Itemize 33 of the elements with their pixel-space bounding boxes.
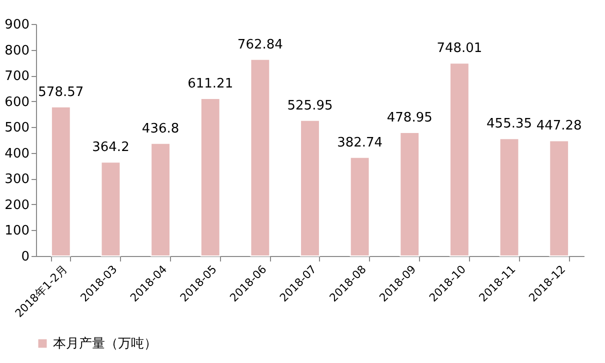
legend-label: 本月产量（万吨） [53,336,157,352]
y-tick-label: 200 [4,198,30,213]
y-tick-label: 500 [4,120,30,136]
bar [350,156,370,256]
data-label: 478.95 [386,110,432,126]
bar [100,162,121,256]
y-tick-label: 100 [4,224,30,239]
data-label: 525.95 [287,98,333,114]
bar [499,138,520,256]
data-label: 748.01 [436,41,482,56]
bar [150,142,171,256]
y-tick-label: 900 [4,18,30,32]
data-label: 455.35 [486,116,532,132]
bar [300,120,320,256]
y-tick-label: 600 [4,94,30,110]
bar [200,98,220,256]
bar [549,140,570,256]
data-label: 578.57 [38,84,84,100]
y-tick-label: 700 [4,69,30,84]
bar [250,58,270,256]
bar [50,106,71,256]
data-label: 611.21 [188,76,234,92]
y-tick-label: 400 [4,146,30,162]
data-label: 364.2 [92,140,130,156]
data-label: 762.84 [237,37,283,52]
data-label: 436.8 [142,121,180,136]
data-label: 382.74 [337,135,383,150]
bar [449,62,470,256]
bar [400,132,420,256]
y-tick-label: 0 [21,250,30,264]
y-tick-label: 800 [4,43,30,58]
y-tick-label: 300 [4,172,30,188]
data-label: 447.28 [536,118,582,134]
